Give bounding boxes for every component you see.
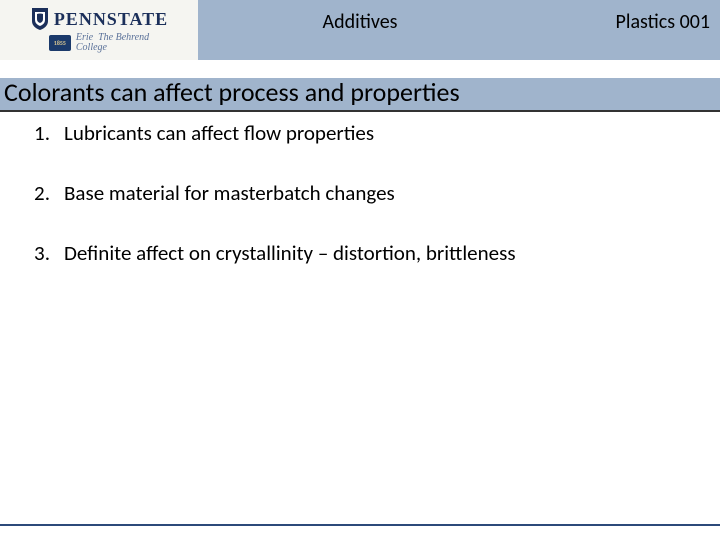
list-item: 2. Base material for masterbatch changes xyxy=(30,180,690,206)
item-text: Lubricants can affect flow properties xyxy=(64,120,374,146)
erie-line2b: College xyxy=(76,42,107,53)
erie-badge-icon: 1855 xyxy=(49,35,71,51)
item-text: Definite affect on crystallinity – disto… xyxy=(64,240,516,266)
item-number: 2. xyxy=(30,180,64,206)
footer-divider xyxy=(0,524,720,526)
slide-title: Colorants can affect process and propert… xyxy=(4,76,460,108)
item-number: 3. xyxy=(30,240,64,266)
content-list: 1. Lubricants can affect flow properties… xyxy=(30,120,690,300)
list-item: 1. Lubricants can affect flow properties xyxy=(30,120,690,146)
badge-year: 1855 xyxy=(54,39,66,47)
slide-title-band: Colorants can affect process and propert… xyxy=(0,78,720,112)
item-text: Base material for masterbatch changes xyxy=(64,180,395,206)
list-item: 3. Definite affect on crystallinity – di… xyxy=(30,240,690,266)
item-number: 1. xyxy=(30,120,64,146)
header-band: PENNSTATE 1855 Erie The Behrend College … xyxy=(0,0,720,60)
header-right-course: Plastics 001 xyxy=(616,10,710,34)
logo-sub-row: 1855 Erie The Behrend College xyxy=(49,33,149,53)
erie-text: Erie The Behrend College xyxy=(76,33,149,53)
header-center-title: Additives xyxy=(0,10,720,34)
